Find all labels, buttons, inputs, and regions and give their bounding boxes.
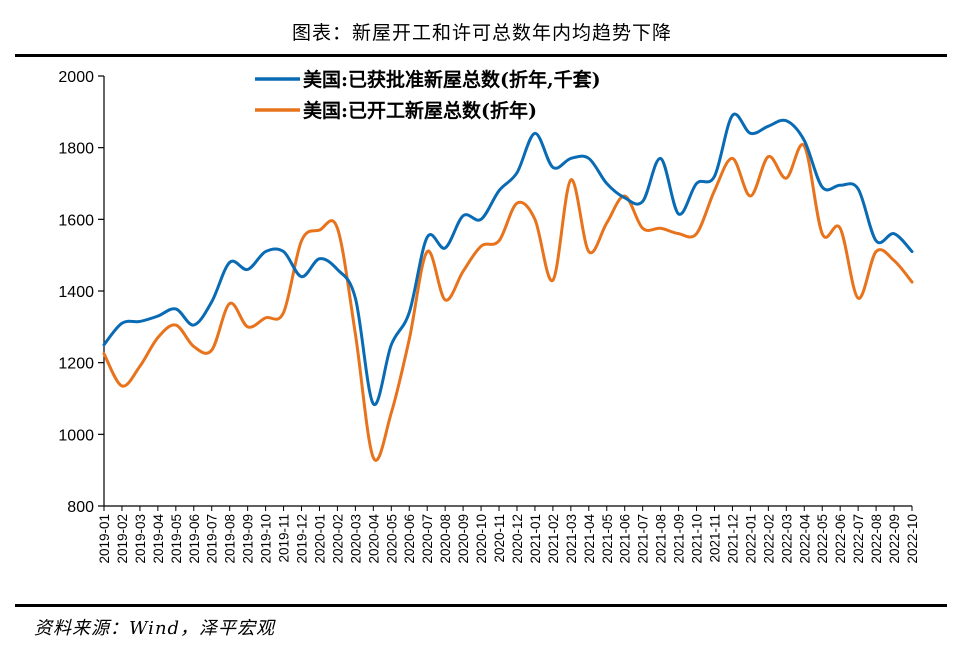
y-tick-label: 1800 — [58, 141, 94, 158]
x-tick-label: 2021-06 — [618, 514, 633, 564]
x-tick-label: 2019-11 — [277, 514, 292, 563]
series-line-2 — [102, 143, 914, 462]
x-tick-label: 2021-03 — [564, 514, 579, 564]
x-tick-label: 2021-09 — [672, 514, 687, 564]
x-tick-label: 2019-10 — [259, 514, 274, 564]
source-note: 资料来源：Wind，泽平宏观 — [34, 618, 276, 639]
x-tick-label: 2022-10 — [905, 514, 920, 564]
x-tick-label: 2020-02 — [330, 514, 345, 564]
x-tick-label: 2019-12 — [295, 514, 310, 564]
x-tick-label: 2020-08 — [438, 514, 453, 564]
x-tick-label: 2022-03 — [779, 514, 794, 564]
x-tick-label: 2019-08 — [223, 514, 238, 564]
series-layer — [102, 112, 914, 462]
figure-title: 图表：新屋开工和许可总数年内均趋势下降 — [291, 22, 672, 44]
x-tick-label: 2020-03 — [348, 514, 363, 564]
x-tick-label: 2020-12 — [510, 514, 525, 564]
y-tick-label: 1200 — [58, 356, 94, 373]
x-tick-label: 2021-08 — [654, 514, 669, 564]
legend: 美国:已获批准新屋总数(折年,千套) 美国:已开工新屋总数(折年) — [255, 68, 601, 122]
x-tick-label: 2022-09 — [887, 514, 902, 564]
x-tick-label: 2022-07 — [851, 514, 866, 564]
legend-label-1: 美国:已获批准新屋总数(折年,千套) — [303, 68, 601, 91]
x-tick-label: 2021-04 — [582, 514, 597, 564]
legend-label-2: 美国:已开工新屋总数(折年) — [303, 99, 537, 122]
x-tick-label: 2020-04 — [366, 514, 381, 564]
x-tick-label: 2021-07 — [636, 514, 651, 564]
y-tick-label: 1000 — [58, 427, 94, 444]
x-tick-label: 2020-10 — [474, 514, 489, 564]
x-tick-label: 2021-11 — [707, 514, 722, 563]
y-tick-label: 800 — [67, 499, 94, 516]
y-axis: 800 1000 1200 1400 1600 1800 2000 — [58, 69, 105, 516]
y-tick-label: 1600 — [58, 212, 94, 229]
x-tick-label: 2019-07 — [205, 514, 220, 564]
y-tick-label: 2000 — [58, 69, 94, 86]
x-tick-label: 2022-02 — [761, 514, 776, 564]
x-tick-label: 2020-09 — [456, 514, 471, 564]
x-tick-label: 2020-05 — [384, 514, 399, 564]
x-tick-label: 2019-05 — [169, 514, 184, 564]
x-tick-label: 2019-01 — [97, 514, 112, 564]
x-axis: 2019-01 2019-02 2019-03 2019-04 2019-05 2019-… — [97, 505, 920, 564]
x-tick-label: 2021-02 — [546, 514, 561, 564]
x-tick-label: 2020-06 — [402, 514, 417, 564]
x-tick-label: 2021-10 — [690, 514, 705, 564]
x-tick-label: 2022-06 — [833, 514, 848, 564]
y-tick-label: 1400 — [58, 284, 94, 301]
bottom-rule — [15, 604, 947, 607]
x-tick-label: 2019-06 — [187, 514, 202, 564]
x-tick-label: 2021-05 — [600, 514, 615, 564]
x-tick-label: 2021-12 — [725, 514, 740, 564]
x-tick-label: 2020-01 — [312, 514, 327, 564]
x-tick-label: 2022-05 — [815, 514, 830, 564]
x-tick-label: 2022-08 — [869, 514, 884, 564]
x-tick-label: 2019-03 — [133, 514, 148, 564]
series-line-1 — [102, 112, 914, 406]
x-tick-label: 2020-07 — [420, 514, 435, 564]
x-tick-label: 2020-11 — [492, 514, 507, 563]
top-rule — [15, 54, 947, 57]
x-tick-label: 2019-09 — [241, 514, 256, 564]
x-tick-label: 2022-04 — [797, 514, 812, 564]
x-tick-label: 2019-04 — [151, 514, 166, 564]
x-tick-label: 2021-01 — [528, 514, 543, 564]
x-tick-label: 2019-02 — [115, 514, 130, 564]
x-tick-label: 2022-01 — [743, 514, 758, 564]
